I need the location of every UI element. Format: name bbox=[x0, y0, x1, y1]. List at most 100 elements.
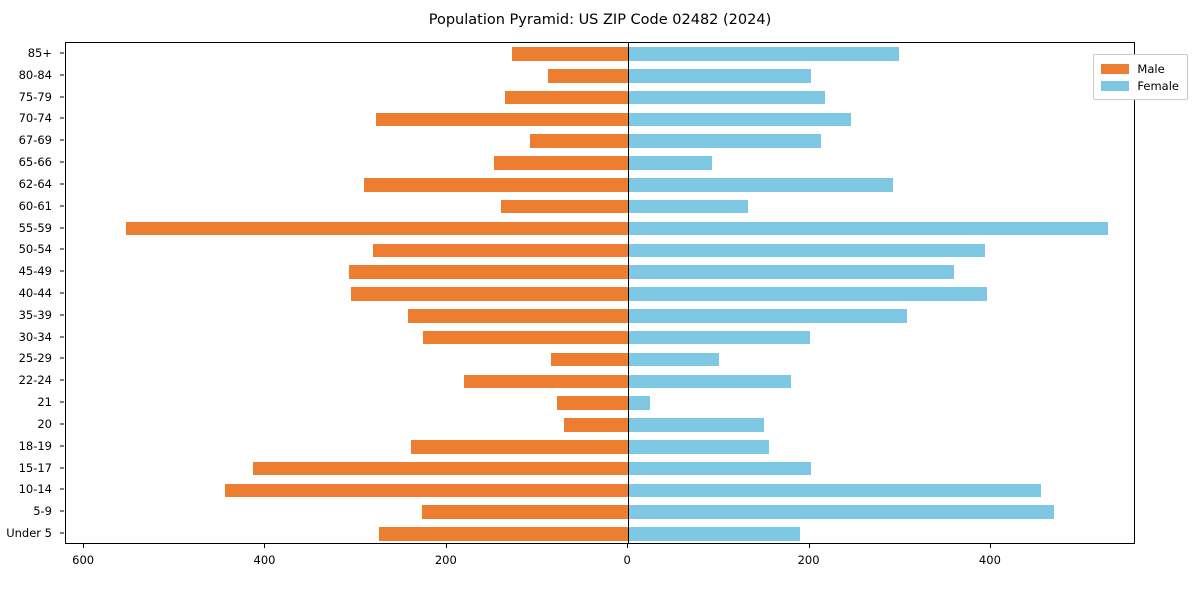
bar-male bbox=[551, 352, 629, 367]
plot-area bbox=[65, 42, 1135, 544]
x-tick-mark bbox=[627, 544, 629, 548]
y-tick-mark bbox=[60, 161, 64, 163]
bar-female bbox=[628, 243, 986, 258]
bar-female bbox=[628, 483, 1041, 498]
x-tick-label: 400 bbox=[978, 553, 1001, 567]
y-tick-label: 65-66 bbox=[18, 155, 52, 170]
zero-axis-line bbox=[628, 43, 630, 543]
legend-label: Male bbox=[1137, 61, 1165, 76]
bar-female bbox=[628, 418, 765, 432]
bar-female bbox=[628, 287, 988, 301]
bar-row bbox=[66, 461, 1134, 476]
bar-male bbox=[464, 374, 629, 389]
x-tick-label: 200 bbox=[434, 553, 457, 567]
y-tick-label: 20 bbox=[37, 416, 52, 431]
y-tick-label: 30-34 bbox=[18, 329, 52, 344]
bar-female bbox=[628, 68, 812, 83]
bar-female bbox=[628, 352, 719, 367]
bar-female bbox=[628, 221, 1108, 236]
bar-male bbox=[494, 156, 629, 170]
x-tick-mark bbox=[445, 544, 447, 548]
y-tick-label: 10-14 bbox=[18, 482, 52, 497]
legend-item-female[interactable]: Female bbox=[1101, 77, 1179, 94]
bar-female bbox=[628, 527, 801, 541]
bar-male bbox=[423, 330, 629, 345]
bar-male bbox=[252, 461, 629, 476]
bar-row bbox=[66, 527, 1134, 541]
y-tick-mark bbox=[60, 74, 64, 76]
bar-female bbox=[628, 396, 650, 410]
bar-male bbox=[364, 178, 629, 192]
bar-row bbox=[66, 112, 1134, 127]
y-tick-label: 40-44 bbox=[18, 286, 52, 300]
x-tick-label: 200 bbox=[797, 553, 820, 567]
bar-male bbox=[530, 134, 629, 148]
bar-female bbox=[628, 156, 712, 170]
y-tick-label: 60-61 bbox=[18, 198, 52, 213]
legend-swatch-male bbox=[1101, 63, 1130, 74]
bar-row bbox=[66, 309, 1134, 323]
y-tick-label: 35-39 bbox=[18, 307, 52, 322]
y-tick-mark bbox=[60, 292, 64, 294]
y-tick-mark bbox=[60, 488, 64, 490]
bar-row bbox=[66, 199, 1134, 214]
bar-male bbox=[422, 505, 629, 520]
bar-row bbox=[66, 134, 1134, 148]
bar-male bbox=[224, 483, 629, 498]
bar-row bbox=[66, 243, 1134, 258]
y-tick-label: 80-84 bbox=[18, 67, 52, 82]
bar-male bbox=[373, 243, 629, 258]
y-tick-label: Under 5 bbox=[6, 526, 52, 541]
bar-male bbox=[410, 440, 629, 454]
y-tick-mark bbox=[60, 532, 64, 534]
bar-male bbox=[512, 47, 629, 61]
bar-female bbox=[628, 178, 893, 192]
bar-male bbox=[501, 199, 629, 214]
legend-swatch-female bbox=[1101, 80, 1130, 91]
bar-row bbox=[66, 47, 1134, 61]
bar-male bbox=[563, 418, 629, 432]
y-tick-mark bbox=[60, 423, 64, 425]
y-tick-mark bbox=[60, 52, 64, 54]
bar-row bbox=[66, 352, 1134, 367]
bar-row bbox=[66, 287, 1134, 301]
y-tick-mark bbox=[60, 139, 64, 141]
bar-row bbox=[66, 396, 1134, 410]
y-tick-mark bbox=[60, 467, 64, 469]
bar-male bbox=[504, 90, 629, 105]
y-tick-mark bbox=[60, 401, 64, 403]
bar-male bbox=[376, 112, 629, 127]
bar-female bbox=[628, 134, 822, 148]
y-tick-label: 55-59 bbox=[18, 220, 52, 235]
bars-layer bbox=[66, 43, 1134, 543]
chart-title: Population Pyramid: US ZIP Code 02482 (2… bbox=[428, 12, 772, 28]
bar-row bbox=[66, 221, 1134, 236]
y-axis-labels: 85+ 80-84 75-79 70-74 67-69 65-66 62-64 60-61 55… bbox=[0, 42, 64, 544]
y-tick-label: 22-24 bbox=[18, 373, 52, 388]
y-tick-label: 70-74 bbox=[18, 111, 52, 126]
bar-female bbox=[628, 309, 908, 323]
y-tick-label: 25-29 bbox=[18, 351, 52, 366]
bar-male bbox=[556, 396, 629, 410]
bar-female bbox=[628, 440, 769, 454]
bar-row bbox=[66, 440, 1134, 454]
bar-female bbox=[628, 505, 1055, 520]
x-tick-label: 400 bbox=[253, 553, 276, 567]
bar-male bbox=[407, 309, 629, 323]
legend-item-male[interactable]: Male bbox=[1101, 60, 1179, 77]
bar-row bbox=[66, 505, 1134, 520]
bar-row bbox=[66, 265, 1134, 279]
y-tick-label: 45-49 bbox=[18, 264, 52, 279]
bar-female bbox=[628, 199, 748, 214]
x-tick-mark bbox=[808, 544, 810, 548]
x-tick-label: 0 bbox=[623, 553, 631, 567]
bar-female bbox=[628, 47, 900, 61]
y-tick-label: 75-79 bbox=[18, 89, 52, 104]
chart-legend: Male Female bbox=[1093, 54, 1188, 100]
y-tick-mark bbox=[60, 270, 64, 272]
y-tick-label: 50-54 bbox=[18, 242, 52, 257]
bar-row bbox=[66, 483, 1134, 498]
bar-row bbox=[66, 68, 1134, 83]
y-tick-label: 85+ bbox=[27, 45, 52, 60]
